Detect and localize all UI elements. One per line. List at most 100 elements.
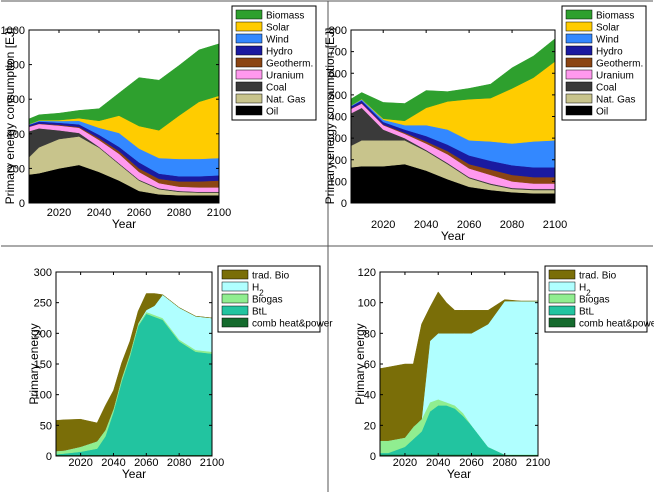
x-axis-label: Year bbox=[122, 467, 146, 481]
legend-label-biomass: Biomass bbox=[266, 11, 304, 22]
legend-swatch-biogas bbox=[221, 293, 249, 304]
legend-swatch-comb-heat-power bbox=[221, 317, 249, 328]
x-tick-label: 2040 bbox=[414, 219, 438, 231]
x-tick-label: 2080 bbox=[500, 219, 524, 231]
chart-bottom-left: 0 50 100 150 200 250 300 2020 2040 2060 2080 2100 Ye… bbox=[27, 265, 333, 481]
x-tick-label: 2100 bbox=[207, 207, 231, 219]
legend-swatch-btl bbox=[548, 305, 576, 316]
legend-swatch-nat-gas bbox=[235, 93, 263, 104]
x-tick-label: 2080 bbox=[167, 207, 191, 219]
y-tick-label: 100 bbox=[358, 298, 376, 310]
legend-label-uranium: Uranium bbox=[266, 71, 304, 82]
legend-label-coal: Coal bbox=[596, 83, 617, 94]
legend-label-wind: Wind bbox=[266, 35, 289, 46]
y-tick-label: 0 bbox=[19, 198, 25, 210]
legend: BiomassSolarWindHydroGeotherm.UraniumCoa… bbox=[231, 5, 317, 121]
y-tick-label: 800 bbox=[7, 60, 25, 72]
legend-label-oil: Oil bbox=[266, 107, 278, 118]
y-tick-label: 600 bbox=[7, 94, 25, 106]
legend-swatch-btl bbox=[221, 305, 249, 316]
stacked-areas bbox=[351, 38, 555, 203]
legend-label-solar: Solar bbox=[596, 23, 620, 34]
legend-label-biogas: Biogas bbox=[252, 295, 283, 306]
x-tick-label: 2040 bbox=[101, 457, 125, 469]
y-tick-label: 300 bbox=[34, 267, 52, 279]
x-tick-label: 2020 bbox=[47, 207, 71, 219]
y-tick-label: 0 bbox=[341, 198, 347, 210]
y-tick-label: 80 bbox=[364, 328, 376, 340]
y-tick-label: 0 bbox=[46, 451, 52, 463]
x-axis-label: Year bbox=[112, 217, 136, 231]
legend-swatch-trad-bio bbox=[548, 269, 576, 280]
y-tick-label: 150 bbox=[34, 359, 52, 371]
legend-swatch-uranium bbox=[235, 69, 263, 80]
legend-swatch-biomass bbox=[235, 9, 263, 20]
x-axis-label: Year bbox=[441, 229, 465, 243]
x-tick-label: 2100 bbox=[526, 457, 550, 469]
legend-label-btl: BtL bbox=[579, 307, 594, 318]
legend-swatch-solar bbox=[565, 21, 593, 32]
legend-label-comb-heat-power: comb heat&power bbox=[579, 319, 654, 330]
area-trad-bio bbox=[380, 291, 538, 441]
y-axis-label: Primary energy bbox=[27, 323, 41, 404]
y-tick-label: 100 bbox=[34, 390, 52, 402]
x-tick-label: 2060 bbox=[134, 457, 158, 469]
y-tick-label: 400 bbox=[329, 112, 347, 124]
x-tick-label: 2060 bbox=[459, 457, 483, 469]
legend-label-hydro: Hydro bbox=[266, 47, 293, 58]
legend-label-btl: BtL bbox=[252, 307, 267, 318]
y-tick-label: 400 bbox=[7, 129, 25, 141]
y-tick-label: 1000 bbox=[1, 25, 25, 37]
legend-swatch-trad-bio bbox=[221, 269, 249, 280]
legend-label-nat-gas: Nat. Gas bbox=[596, 95, 635, 106]
legend-label-solar: Solar bbox=[266, 23, 290, 34]
y-tick-label: 200 bbox=[7, 163, 25, 175]
legend-label-oil: Oil bbox=[596, 107, 608, 118]
x-tick-label: 2060 bbox=[457, 219, 481, 231]
y-tick-label: 60 bbox=[364, 359, 376, 371]
stacked-areas bbox=[56, 293, 212, 456]
y-axis-label: Primary energy consumption [EJ] bbox=[3, 28, 17, 205]
y-tick-label: 500 bbox=[329, 90, 347, 102]
legend-swatch-coal bbox=[235, 81, 263, 92]
y-tick-label: 600 bbox=[329, 68, 347, 80]
x-tick-label: 2020 bbox=[393, 457, 417, 469]
legend-swatch-geotherm bbox=[565, 57, 593, 68]
legend-label-h-2: H2 bbox=[252, 283, 264, 298]
x-tick-label: 2020 bbox=[68, 457, 92, 469]
legend-label-geotherm: Geotherm. bbox=[266, 59, 313, 70]
y-tick-label: 100 bbox=[329, 176, 347, 188]
legend-swatch-wind bbox=[565, 33, 593, 44]
area-biomass bbox=[29, 43, 219, 131]
y-tick-label: 120 bbox=[358, 267, 376, 279]
legend-label-comb-heat-power: comb heat&power bbox=[252, 319, 333, 330]
stacked-areas bbox=[29, 43, 219, 203]
legend-label-biomass: Biomass bbox=[596, 11, 634, 22]
y-tick-label: 700 bbox=[329, 47, 347, 59]
x-tick-label: 2020 bbox=[371, 219, 395, 231]
x-tick-label: 2080 bbox=[167, 457, 191, 469]
legend-swatch-oil bbox=[565, 105, 593, 116]
legend-label-biogas: Biogas bbox=[579, 295, 610, 306]
legend-label-nat-gas: Nat. Gas bbox=[266, 95, 305, 106]
legend-swatch-wind bbox=[235, 33, 263, 44]
area-trad-bio bbox=[56, 293, 212, 452]
legend-swatch-oil bbox=[235, 105, 263, 116]
legend-swatch-geotherm bbox=[235, 57, 263, 68]
x-tick-label: 2080 bbox=[492, 457, 516, 469]
y-tick-label: 800 bbox=[329, 25, 347, 37]
y-tick-label: 250 bbox=[34, 298, 52, 310]
y-tick-label: 200 bbox=[329, 155, 347, 167]
legend-swatch-h-2 bbox=[221, 281, 249, 292]
x-tick-label: 2060 bbox=[127, 207, 151, 219]
legend-swatch-coal bbox=[565, 81, 593, 92]
legend-swatch-nat-gas bbox=[565, 93, 593, 104]
y-tick-label: 200 bbox=[34, 328, 52, 340]
x-tick-label: 2100 bbox=[200, 457, 224, 469]
axes-frame bbox=[28, 29, 220, 204]
